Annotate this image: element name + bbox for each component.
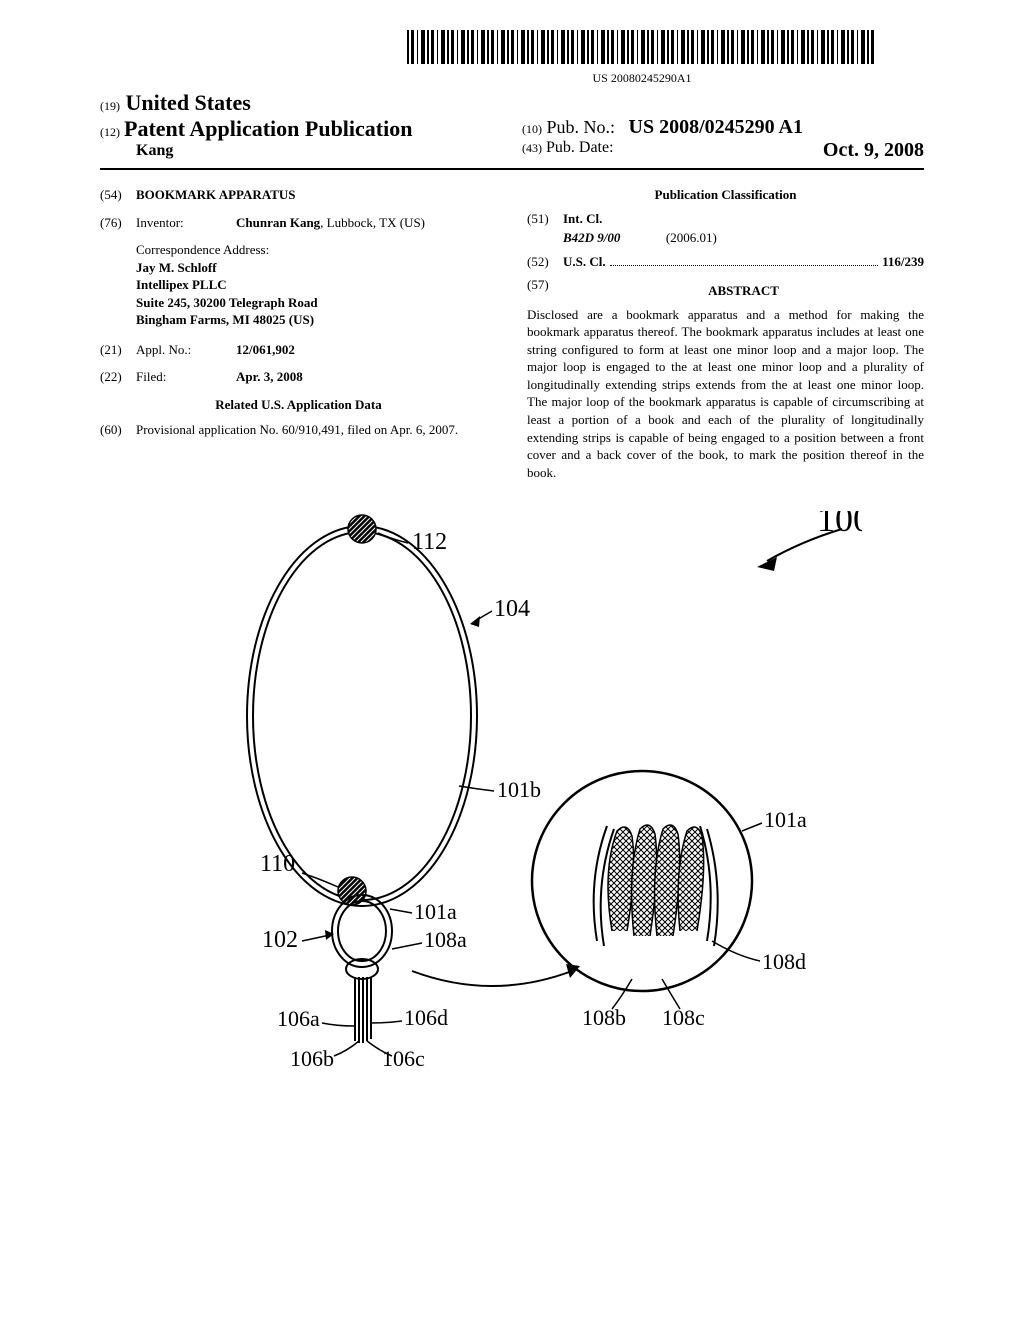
- int-cl-code: B42D 9/00: [563, 230, 620, 245]
- filed-label: Filed:: [136, 368, 236, 386]
- pub-date-value: Oct. 9, 2008: [823, 139, 924, 162]
- appl-value: 12/061,902: [236, 341, 497, 359]
- appl-row: (21) Appl. No.: 12/061,902: [100, 341, 497, 359]
- inventor-label: Inventor:: [136, 214, 236, 232]
- filed-row: (22) Filed: Apr. 3, 2008: [100, 368, 497, 386]
- code-10: (10): [522, 122, 542, 136]
- pub-type-line: (12) Patent Application Publication: [100, 116, 502, 142]
- code-51: (51): [527, 210, 563, 228]
- barcode-graphic: [407, 30, 877, 64]
- ref-112: 112: [412, 529, 447, 555]
- provisional-text: Provisional application No. 60/910,491, …: [136, 421, 458, 439]
- int-cl-year: (2006.01): [666, 230, 717, 245]
- abstract-header: (57) ABSTRACT: [527, 276, 924, 306]
- ref-102: 102: [262, 927, 298, 953]
- code-19: (19): [100, 99, 120, 113]
- ref-108a-left: 108a: [424, 927, 467, 952]
- us-cl-label: U.S. Cl.: [563, 253, 606, 271]
- invention-title: BOOKMARK APPARATUS: [136, 186, 296, 204]
- related-title: Related U.S. Application Data: [100, 396, 497, 414]
- classification-title: Publication Classification: [527, 186, 924, 204]
- code-52: (52): [527, 253, 563, 271]
- pub-no-value: US 2008/0245290 A1: [629, 116, 803, 138]
- abstract-title: ABSTRACT: [563, 282, 924, 300]
- correspondence-block: Correspondence Address: Jay M. Schloff I…: [136, 241, 497, 329]
- inventor-name: Chunran Kang: [236, 215, 320, 230]
- title-row: (54) BOOKMARK APPARATUS: [100, 186, 497, 204]
- ref-104: 104: [494, 596, 530, 622]
- barcode-number: US 20080245290A1: [360, 71, 924, 86]
- corr-label: Correspondence Address:: [136, 241, 497, 259]
- patent-page: US 20080245290A1 (19) United States (12)…: [0, 0, 1024, 1106]
- provisional-row: (60) Provisional application No. 60/910,…: [100, 421, 497, 439]
- ref-108d: 108d: [762, 949, 806, 974]
- ref-101a-right: 101a: [764, 807, 807, 832]
- country: United States: [126, 90, 251, 115]
- code-12: (12): [100, 125, 120, 139]
- code-54: (54): [100, 186, 136, 204]
- header: (19) United States (12) Patent Applicati…: [100, 90, 924, 170]
- ref-108c: 108c: [662, 1005, 705, 1030]
- us-cl-value: 116/239: [882, 253, 924, 271]
- ref-106d: 106d: [404, 1005, 448, 1030]
- appl-label: Appl. No.:: [136, 341, 236, 359]
- corr-addr1: Suite 245, 30200 Telegraph Road: [136, 294, 497, 312]
- code-57: (57): [527, 276, 563, 306]
- code-76: (76): [100, 214, 136, 232]
- code-21: (21): [100, 341, 136, 359]
- pub-no-line: (10) Pub. No.: US 2008/0245290 A1: [522, 116, 924, 139]
- pub-date-label: Pub. Date:: [546, 139, 614, 156]
- filed-value: Apr. 3, 2008: [236, 368, 497, 386]
- inventor-row: (76) Inventor: Chunran Kang, Lubbock, TX…: [100, 214, 497, 232]
- header-left: (19) United States (12) Patent Applicati…: [100, 90, 502, 162]
- inventor-value: Chunran Kang, Lubbock, TX (US): [236, 214, 497, 232]
- code-22: (22): [100, 368, 136, 386]
- us-cl-row: (52) U.S. Cl. 116/239: [527, 253, 924, 271]
- ref-106a: 106a: [277, 1006, 320, 1031]
- ref-106b: 106b: [290, 1046, 334, 1071]
- country-line: (19) United States: [100, 90, 502, 116]
- pub-no-label: Pub. No.:: [547, 117, 616, 137]
- code-43: (43): [522, 141, 542, 155]
- ref-101b: 101b: [497, 777, 541, 802]
- int-cl-label: Int. Cl.: [563, 210, 602, 228]
- code-60: (60): [100, 421, 136, 439]
- ref-100-group: 100: [757, 511, 862, 571]
- author: Kang: [136, 142, 502, 160]
- corr-firm: Intellipex PLLC: [136, 276, 497, 294]
- int-cl-row: (51) Int. Cl.: [527, 210, 924, 228]
- ref-100: 100: [817, 511, 862, 539]
- body-columns: (54) BOOKMARK APPARATUS (76) Inventor: C…: [100, 186, 924, 481]
- corr-name: Jay M. Schloff: [136, 259, 497, 277]
- right-column: Publication Classification (51) Int. Cl.…: [527, 186, 924, 481]
- header-right: (10) Pub. No.: US 2008/0245290 A1 (43) P…: [502, 90, 924, 162]
- ref-108b: 108b: [582, 1005, 626, 1030]
- abstract-text: Disclosed are a bookmark apparatus and a…: [527, 306, 924, 481]
- ref-106c: 106c: [382, 1046, 425, 1071]
- ref-110: 110: [260, 851, 295, 877]
- pub-date-line: (43) Pub. Date: Oct. 9, 2008: [522, 139, 924, 157]
- ref-101a-left: 101a: [414, 899, 457, 924]
- left-column: (54) BOOKMARK APPARATUS (76) Inventor: C…: [100, 186, 497, 481]
- figure-area: 100 112 104 101b 110: [100, 511, 924, 1076]
- inventor-location: , Lubbock, TX (US): [320, 215, 425, 230]
- us-cl-dots: [610, 265, 878, 266]
- pub-type: Patent Application Publication: [124, 116, 412, 141]
- barcode-region: US 20080245290A1: [360, 30, 924, 86]
- corr-addr2: Bingham Farms, MI 48025 (US): [136, 311, 497, 329]
- int-cl-value-row: B42D 9/00 (2006.01): [563, 229, 924, 247]
- figure-svg: 100 112 104 101b 110: [162, 511, 862, 1071]
